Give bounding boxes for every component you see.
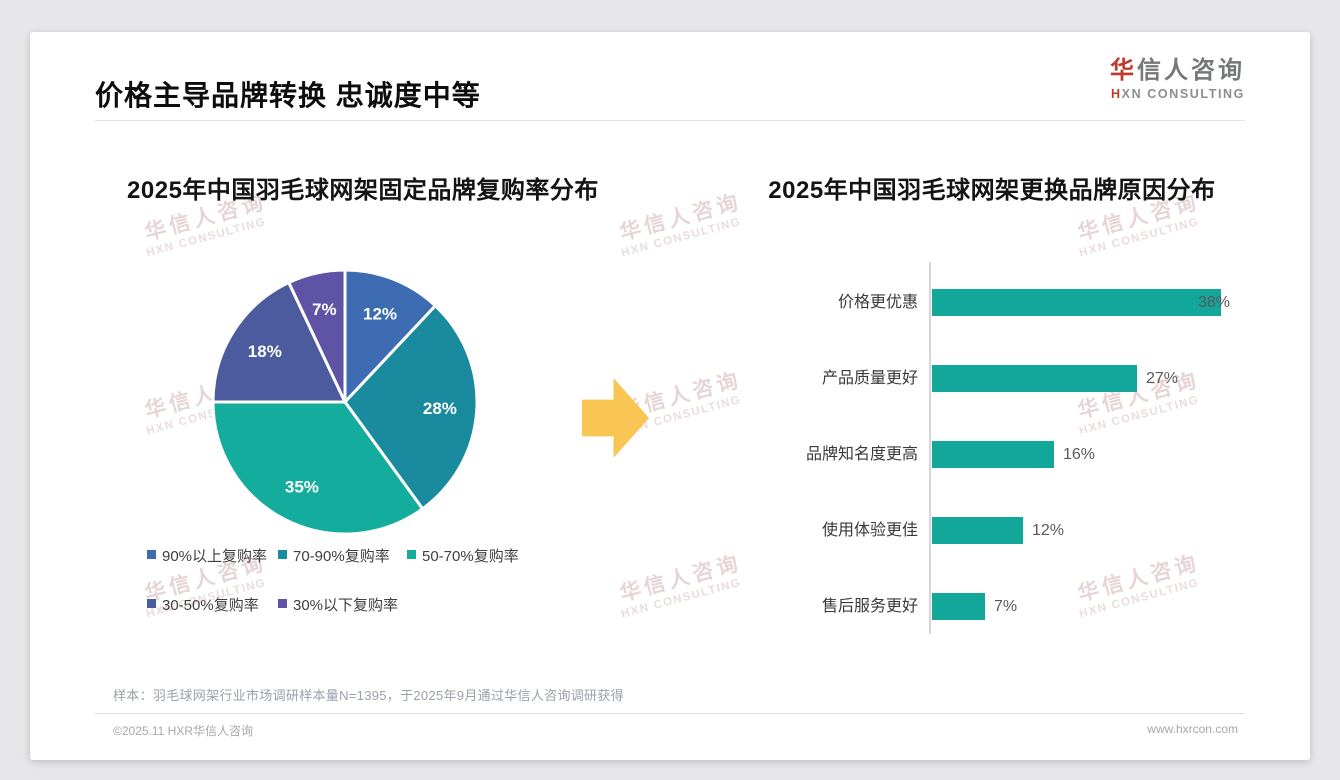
slide-canvas: 华信人咨询 HXN CONSULTING 华信人咨询 HXN CONSULTING 华信…: [30, 32, 1310, 760]
pie-data-label: 12%: [363, 305, 397, 324]
legend-item: 30%以下复购率: [278, 594, 399, 614]
pie-data-label: 18%: [248, 342, 282, 361]
bar-category-label: 售后服务更好: [821, 598, 918, 615]
bar: [932, 593, 985, 620]
bar-value-label: 38%: [1198, 294, 1231, 311]
company-logo: 华信人咨询 HXN CONSULTING: [1110, 56, 1245, 102]
sample-footnote: 样本：羽毛球网架行业市场调研样本量N=1395，于2025年9月通过华信人咨询调…: [113, 688, 624, 703]
page-title: 价格主导品牌转换 忠诚度中等: [95, 80, 481, 111]
pie-chart-title: 2025年中国羽毛球网架固定品牌复购率分布: [127, 177, 599, 204]
bar-value-label: 27%: [1146, 370, 1179, 387]
legend-item: 70-90%复购率: [278, 545, 390, 565]
bar: [932, 441, 1054, 468]
footer-divider: [95, 713, 1245, 714]
legend-item: 30-50%复购率: [147, 594, 259, 614]
legend-label: 30%以下复购率: [293, 597, 399, 614]
logo-chinese-name: 华信人咨询: [1110, 57, 1245, 84]
logo-english-name: HXN CONSULTING: [1111, 87, 1245, 101]
legend-swatch: [278, 550, 287, 559]
pie-data-label: 28%: [423, 399, 457, 418]
bar-category-label: 产品质量更好: [821, 370, 918, 387]
arrow-right-icon: [582, 378, 649, 458]
legend-swatch: [147, 599, 156, 608]
bar-value-label: 12%: [1032, 522, 1065, 539]
bar-chart-title: 2025年中国羽毛球网架更换品牌原因分布: [768, 177, 1216, 204]
pie-slice: [343, 304, 479, 511]
header-divider: [95, 120, 1245, 121]
legend-item: 50-70%复购率: [407, 545, 519, 565]
legend-label: 30-50%复购率: [162, 597, 259, 614]
legend-label: 70-90%复购率: [293, 548, 390, 565]
legend-item: 90%以上复购率: [147, 545, 268, 565]
bar-value-label: 7%: [994, 598, 1018, 615]
pie-chart: 12% 28% 35% 18% 7%: [211, 268, 479, 536]
bar-value-label: 16%: [1063, 446, 1096, 463]
legend-label: 90%以上复购率: [162, 548, 268, 565]
bar-axis-line: [929, 262, 931, 634]
bar-category-label: 使用体验更佳: [821, 522, 918, 539]
legend-swatch: [147, 550, 156, 559]
pie-data-label: 35%: [285, 478, 319, 497]
legend-swatch: [278, 599, 287, 608]
pie-slice: [287, 268, 347, 404]
footer-website: www.hxrcon.com: [1147, 722, 1238, 736]
pie-slice: [211, 281, 347, 404]
legend-swatch: [407, 550, 416, 559]
footer-copyright: ©2025.11 HXR华信人咨询: [113, 724, 253, 738]
bar: [932, 365, 1137, 392]
pie-slice: [211, 400, 425, 536]
pie-data-label: 7%: [312, 300, 337, 319]
bar: [932, 517, 1023, 544]
legend-label: 50-70%复购率: [422, 548, 519, 565]
pie-slice: [343, 268, 437, 404]
bar-category-label: 品牌知名度更高: [805, 446, 918, 463]
bar-category-label: 价格更优惠: [837, 294, 918, 311]
bar: [932, 289, 1221, 316]
